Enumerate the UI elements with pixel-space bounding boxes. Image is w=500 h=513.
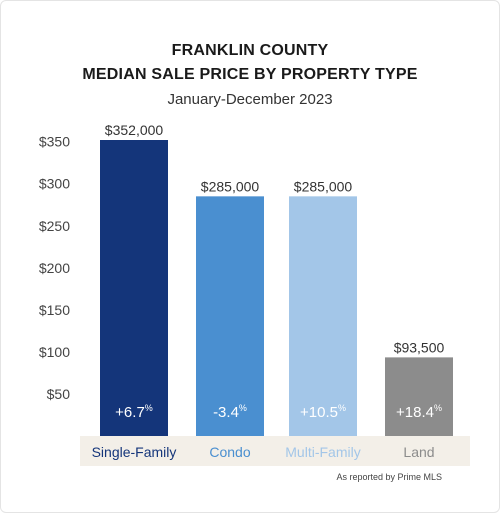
category-label: Single-Family xyxy=(92,444,177,460)
y-tick-label: $300 xyxy=(39,176,70,192)
bar-change-label: +18.4% xyxy=(396,403,442,421)
bar-change-label: +6.7% xyxy=(115,403,153,421)
bar-value-label: $285,000 xyxy=(294,178,353,194)
y-tick-label: $350 xyxy=(39,134,70,150)
bar xyxy=(289,196,357,436)
bar-value-label: $285,000 xyxy=(201,178,260,194)
bar-change-label: +10.5% xyxy=(300,403,346,421)
chart-title-line2: MEDIAN SALE PRICE BY PROPERTY TYPE xyxy=(82,66,418,83)
bar xyxy=(196,196,264,436)
y-tick-label: $150 xyxy=(39,302,70,318)
source-note: As reported by Prime MLS xyxy=(336,472,442,482)
bar xyxy=(100,140,168,436)
bar-change-label: -3.4% xyxy=(213,403,247,421)
category-label: Multi-Family xyxy=(285,444,360,460)
chart-subtitle: January-December 2023 xyxy=(167,91,333,108)
chart-title-line1: FRANKLIN COUNTY xyxy=(171,42,329,59)
bar-value-label: $93,500 xyxy=(394,339,445,355)
category-band xyxy=(80,436,470,466)
category-label: Land xyxy=(403,444,434,460)
bar-value-label: $352,000 xyxy=(105,122,164,138)
y-tick-label: $200 xyxy=(39,260,70,276)
y-tick-label: $50 xyxy=(47,386,71,402)
y-tick-label: $250 xyxy=(39,218,70,234)
category-label: Condo xyxy=(209,444,250,460)
bar xyxy=(385,357,453,436)
y-tick-label: $100 xyxy=(39,344,70,360)
